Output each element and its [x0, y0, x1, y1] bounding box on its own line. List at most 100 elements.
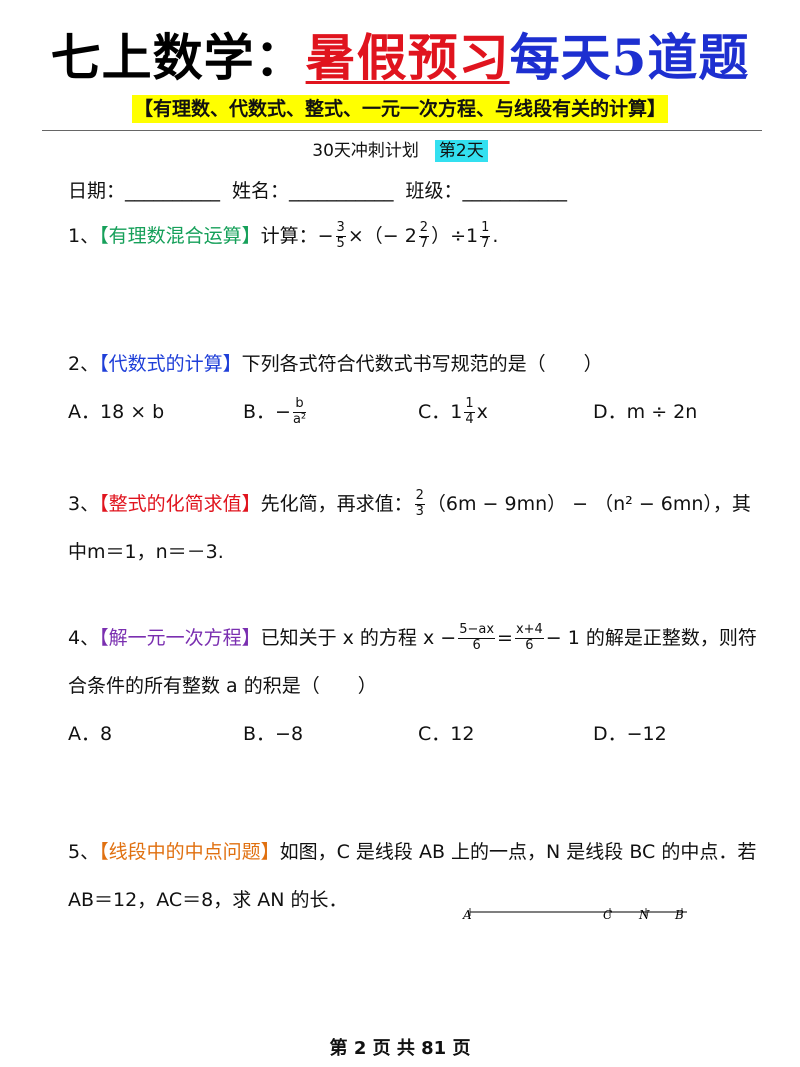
text-run: 如图，C 是线段 AB 上的一点，N 是线段 BC 的中点．若 AB＝12，AC…: [68, 841, 757, 911]
question: 1、【有理数混合运算】计算：− 3 5 ×（− 2 2 7 ）÷1 1 7.: [68, 212, 768, 260]
denominator: a²: [292, 412, 307, 427]
subtitle-text: 【有理数、代数式、整式、一元一次方程、与线段有关的计算】: [131, 95, 668, 123]
question-text: 3、【整式的化简求值】先化简，再求值： 2 3 （6m − 9mn） − （n² − …: [68, 480, 768, 576]
title: 七上数学：暑假预习每天5道题: [0, 18, 800, 90]
option-label: C．: [418, 401, 451, 423]
day-badge: 第2天: [434, 140, 488, 162]
question-tag: 【有理数混合运算】: [99, 225, 261, 247]
numerator: x+4: [514, 622, 544, 639]
text-run: 1: [450, 401, 463, 423]
divider: [42, 130, 762, 131]
text-run: =: [497, 627, 513, 649]
point-label: C: [603, 908, 612, 922]
plan: 30天冲刺计划 第2天: [0, 136, 800, 162]
option: D．m ÷ 2n: [593, 388, 768, 436]
numerator: 3: [335, 220, 346, 237]
info-field: 姓名：___________: [232, 180, 394, 202]
question-text: 2、【代数式的计算】下列各式符合代数式书写规范的是（ ）: [68, 340, 768, 388]
info-row: 日期：__________ 姓名：___________ 班级：__________…: [68, 176, 579, 203]
option: A．18 × b: [68, 388, 243, 436]
text-run: 8: [100, 723, 113, 745]
numerator: 1: [480, 220, 491, 237]
text-run: 18 × b: [100, 401, 165, 423]
text-run: 计算：−: [260, 225, 334, 247]
option: D．−12: [593, 710, 768, 758]
option: C．1 1 4 x: [418, 388, 593, 436]
denominator: 6: [525, 638, 534, 653]
question-number: 2、: [68, 353, 100, 375]
fraction: x+4 6: [514, 622, 544, 654]
option: A．8: [68, 710, 243, 758]
option-label: B．: [243, 723, 276, 745]
text-run: 先化简，再求值：: [260, 493, 413, 515]
question-tag: 【线段中的中点问题】: [99, 841, 280, 863]
footer: 第 2 页 共 81 页: [329, 1038, 471, 1059]
title-part: 七上数学：: [50, 28, 306, 87]
text-run: −12: [626, 723, 667, 745]
text-run: 下列各式符合代数式书写规范的是（ ）: [241, 353, 603, 375]
question-tag: 【代数式的计算】: [99, 353, 242, 375]
question: 4、【解一元一次方程】已知关于 x 的方程 x −5−ax 6 = x+4 6− 1 的…: [68, 614, 768, 758]
question-text: 4、【解一元一次方程】已知关于 x 的方程 x −5−ax 6 = x+4 6− 1 的…: [68, 614, 768, 710]
options: A．18 × b B．− b a² C．1 1 4 x D．m ÷ 2n: [68, 388, 768, 436]
text-run: .: [492, 225, 499, 247]
question-tag: 【解一元一次方程】: [99, 627, 261, 649]
denominator: 6: [472, 638, 481, 653]
text-run: m ÷ 2n: [626, 401, 698, 423]
question-number: 1、: [68, 225, 100, 247]
info-field: 日期：__________: [68, 180, 221, 202]
fraction: b a²: [292, 396, 307, 428]
title-part: 每天5道题: [509, 28, 750, 87]
denominator: 5: [336, 236, 345, 251]
numerator: 2: [418, 220, 430, 237]
denominator: 7: [419, 236, 429, 251]
text-run: ）÷1: [431, 225, 479, 247]
option: C．12: [418, 710, 593, 758]
info-field: 班级：___________: [405, 180, 568, 202]
text-run: − 1 的解是正整数，则符合条件的所有整数 a 的积是（ ）: [68, 627, 757, 697]
point-label: A: [462, 908, 472, 922]
point-label: B: [674, 908, 684, 922]
option-label: D．: [593, 723, 627, 745]
text-run: −8: [275, 723, 304, 745]
numerator: 5−ax: [458, 622, 496, 639]
denominator: 3: [415, 504, 424, 519]
title-part: 暑假预习: [305, 28, 510, 87]
text-run: 已知关于 x 的方程 x −: [260, 627, 457, 649]
numerator: 1: [464, 396, 475, 413]
option: B．− b a²: [243, 388, 418, 436]
question-text: 1、【有理数混合运算】计算：− 3 5 ×（− 2 2 7 ）÷1 1 7.: [68, 212, 768, 260]
question: 3、【整式的化简求值】先化简，再求值： 2 3 （6m − 9mn） − （n² − …: [68, 480, 768, 576]
point-label: N: [638, 908, 650, 922]
question-number: 5、: [68, 841, 100, 863]
denominator: 4: [465, 412, 474, 427]
text-run: （6m − 9mn） − （n² − 6mn），其中m＝1，n＝－3.: [68, 493, 751, 563]
question-number: 4、: [68, 627, 100, 649]
option-label: D．: [593, 401, 627, 423]
option-label: C．: [418, 723, 451, 745]
text-run: x: [476, 401, 488, 423]
question: 2、【代数式的计算】下列各式符合代数式书写规范的是（ ） A．18 × b B．− b…: [68, 340, 768, 436]
denominator: 7: [481, 236, 490, 251]
question-tag: 【整式的化简求值】: [99, 493, 261, 515]
numerator: b: [292, 396, 307, 413]
fraction: 5−ax 6: [458, 622, 496, 654]
text-run: 12: [450, 723, 475, 745]
option: B．−8: [243, 710, 418, 758]
plan-text: 30天冲刺计划: [312, 141, 419, 161]
subtitle: 【有理数、代数式、整式、一元一次方程、与线段有关的计算】: [0, 94, 800, 123]
text-run: −: [275, 401, 291, 423]
question: 5、【线段中的中点问题】如图，C 是线段 AB 上的一点，N 是线段 BC 的中…: [68, 828, 768, 924]
option-label: A．: [68, 401, 100, 423]
numerator: 2: [414, 488, 425, 505]
options: A．8 B．−8 C．12 D．−12: [68, 710, 768, 758]
option-label: B．: [243, 401, 276, 423]
option-label: A．: [68, 723, 100, 745]
